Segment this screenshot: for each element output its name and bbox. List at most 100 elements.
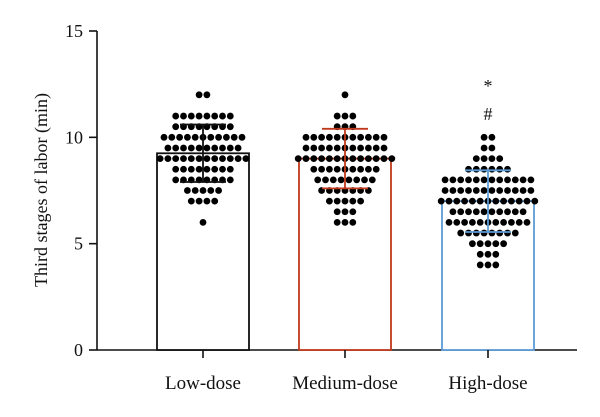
- data-point: [496, 229, 504, 237]
- data-point: [219, 112, 226, 120]
- data-point: [329, 176, 337, 184]
- data-point: [488, 144, 496, 152]
- data-point: [449, 187, 457, 194]
- data-point: [195, 155, 203, 163]
- data-point: [465, 208, 472, 216]
- data-point: [333, 219, 341, 226]
- data-point: [333, 208, 341, 216]
- data-point: [488, 229, 496, 237]
- data-point: [191, 187, 199, 194]
- data-point: [318, 155, 325, 163]
- data-point: [380, 144, 388, 152]
- data-point: [156, 155, 164, 163]
- data-point: [172, 112, 180, 120]
- data-point: [388, 155, 396, 163]
- data-point: [318, 144, 325, 152]
- significance-marker: *: [484, 76, 493, 96]
- data-point: [523, 197, 531, 205]
- data-point: [496, 187, 504, 194]
- data-point: [203, 165, 211, 173]
- data-point: [180, 155, 187, 163]
- data-point: [500, 197, 507, 205]
- data-point: [160, 133, 168, 141]
- data-point: [172, 155, 180, 163]
- data-point: [449, 176, 457, 184]
- data-point: [349, 112, 357, 120]
- data-point: [349, 208, 357, 216]
- data-point: [207, 187, 215, 194]
- data-point: [211, 155, 219, 163]
- data-point: [492, 261, 500, 269]
- data-point: [457, 187, 465, 194]
- data-point: [504, 229, 511, 237]
- data-point: [226, 144, 234, 152]
- data-point: [326, 144, 333, 152]
- data-point: [365, 133, 372, 141]
- data-point: [180, 112, 187, 120]
- data-point: [531, 197, 539, 205]
- data-point: [465, 176, 472, 184]
- data-point: [527, 187, 535, 194]
- data-point: [519, 208, 527, 216]
- data-point: [484, 261, 492, 269]
- data-point: [318, 133, 325, 141]
- x-tick-label: High-dose: [448, 373, 527, 394]
- data-point: [230, 133, 238, 141]
- data-point: [322, 176, 329, 184]
- data-point: [441, 187, 449, 194]
- data-point: [203, 197, 211, 205]
- data-point: [496, 155, 504, 163]
- data-point: [234, 155, 242, 163]
- data-point: [488, 165, 496, 173]
- data-point: [195, 91, 203, 99]
- data-point: [341, 112, 349, 120]
- data-point: [187, 155, 195, 163]
- data-point: [195, 197, 203, 205]
- data-point: [484, 240, 492, 248]
- data-point: [341, 208, 349, 216]
- data-point: [365, 144, 372, 152]
- data-point: [172, 123, 180, 131]
- data-point: [488, 208, 496, 216]
- data-point: [180, 144, 187, 152]
- data-point: [242, 155, 250, 163]
- data-point: [508, 219, 515, 226]
- data-point: [326, 155, 333, 163]
- data-point: [488, 176, 496, 184]
- data-point: [211, 165, 219, 173]
- data-point: [484, 250, 492, 258]
- data-point: [333, 133, 341, 141]
- data-point: [310, 165, 318, 173]
- data-point: [333, 197, 341, 205]
- data-point: [326, 197, 333, 205]
- data-point: [361, 176, 368, 184]
- data-point: [472, 155, 480, 163]
- data-point: [302, 133, 310, 141]
- data-point: [349, 197, 357, 205]
- data-point: [207, 133, 215, 141]
- data-point: [469, 240, 476, 248]
- data-point: [465, 165, 472, 173]
- data-point: [172, 165, 180, 173]
- data-point: [476, 197, 484, 205]
- data-point: [226, 123, 234, 131]
- data-point: [184, 187, 191, 194]
- data-point: [480, 187, 488, 194]
- data-point: [496, 208, 504, 216]
- data-point: [294, 155, 302, 163]
- data-point: [504, 187, 511, 194]
- data-point: [302, 144, 310, 152]
- y-tick-label: 15: [65, 21, 83, 41]
- data-point: [480, 144, 488, 152]
- data-point: [492, 250, 500, 258]
- data-point: [168, 133, 176, 141]
- data-point: [496, 165, 504, 173]
- data-point: [238, 133, 246, 141]
- data-point: [203, 91, 211, 99]
- data-point: [445, 219, 453, 226]
- data-point: [480, 155, 488, 163]
- data-point: [349, 219, 357, 226]
- data-point: [310, 155, 318, 163]
- data-point: [368, 176, 376, 184]
